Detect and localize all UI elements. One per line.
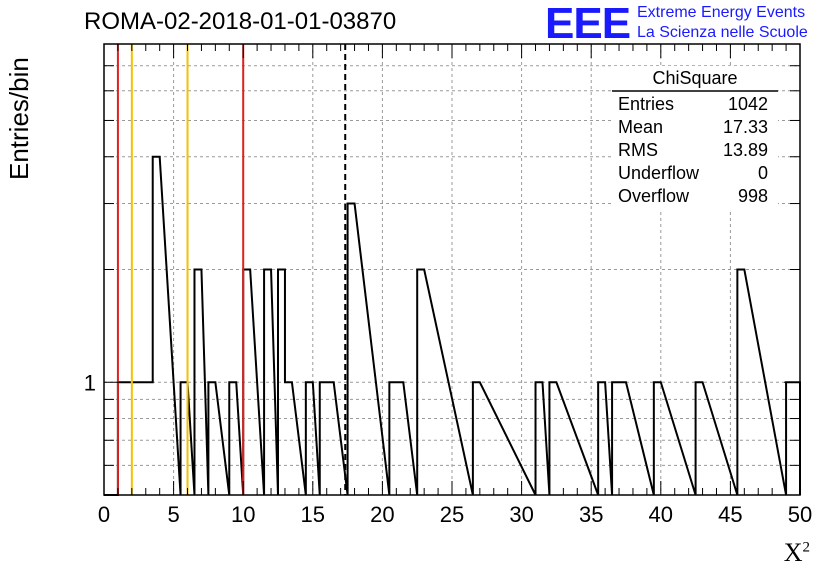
stats-row-label: Entries bbox=[618, 94, 674, 114]
stats-row-label: Underflow bbox=[618, 163, 700, 183]
eee-logo-line2: La Scienza nelle Scuole bbox=[637, 24, 808, 41]
x-tick-label: 5 bbox=[167, 502, 179, 527]
stats-row-label: RMS bbox=[618, 140, 658, 160]
stats-row-value: 17.33 bbox=[723, 117, 768, 137]
stats-box-title: ChiSquare bbox=[652, 68, 737, 88]
threshold-lines bbox=[116, 44, 347, 495]
histogram-bars bbox=[104, 155, 801, 496]
eee-logo-mark: EEE bbox=[545, 0, 631, 48]
stats-row-value: 0 bbox=[758, 163, 768, 183]
x-axis-label-exponent: 2 bbox=[802, 539, 811, 556]
x-tick-label: 50 bbox=[788, 502, 812, 527]
y-tick-label: 1 bbox=[84, 370, 96, 395]
axes-frame: 0 5 10 15 20 25 30 35 40 45 50 1 bbox=[84, 43, 812, 527]
x-axis-label: X2 bbox=[784, 538, 810, 568]
x-tick-label: 40 bbox=[649, 502, 673, 527]
x-tick-label: 15 bbox=[301, 502, 325, 527]
histogram-bin bbox=[348, 204, 355, 495]
x-tick-label: 35 bbox=[579, 502, 603, 527]
stats-row-label: Overflow bbox=[618, 186, 690, 206]
x-tick-label: 25 bbox=[440, 502, 464, 527]
histogram-bin bbox=[153, 157, 160, 495]
x-tick-label: 0 bbox=[98, 502, 110, 527]
x-tick-label: 45 bbox=[718, 502, 742, 527]
stats-row-value: 1042 bbox=[728, 94, 768, 114]
chart-title: ROMA-02-2018-01-01-03870 bbox=[84, 8, 397, 35]
stats-row-value: 13.89 bbox=[723, 140, 768, 160]
stats-box: ChiSquare Entries 1042 Mean 17.33 RMS 13.89 Und… bbox=[612, 66, 778, 212]
stats-row-value: 998 bbox=[738, 186, 768, 206]
stats-row-label: Mean bbox=[618, 117, 663, 137]
x-axis-label-base: X bbox=[783, 538, 803, 567]
eee-logo: EEE Extreme Energy Events La Scienza nel… bbox=[545, 2, 835, 46]
histogram-outline bbox=[104, 155, 801, 496]
x-tick-label: 10 bbox=[231, 502, 255, 527]
x-tick-label: 30 bbox=[509, 502, 533, 527]
x-tick-label: 20 bbox=[370, 502, 394, 527]
eee-logo-line1: Extreme Energy Events bbox=[637, 4, 806, 21]
